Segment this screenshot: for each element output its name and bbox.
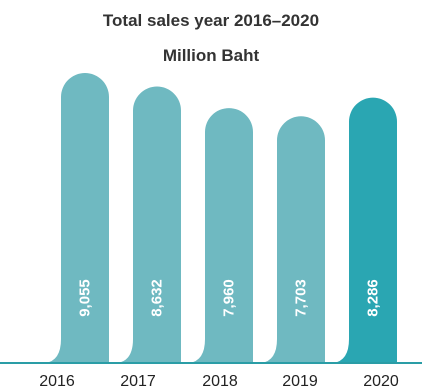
chart-title: Total sales year 2016–2020 (103, 11, 319, 30)
x-tick-2019: 2019 (282, 373, 318, 390)
bar-2017 (117, 86, 181, 363)
bar-2020 (333, 97, 397, 363)
x-axis-ticks: 2016 2017 2018 2019 2020 (39, 373, 399, 390)
bar-group: 9,055 8,632 7,960 7,703 8,286 (45, 73, 397, 363)
value-label-2016: 9,055 (77, 279, 94, 317)
x-tick-2016: 2016 (39, 373, 75, 390)
x-tick-2017: 2017 (120, 373, 156, 390)
value-label-2018: 7,960 (221, 279, 238, 317)
value-label-2017: 8,632 (149, 279, 166, 317)
x-tick-2020: 2020 (363, 373, 399, 390)
chart-subtitle: Million Baht (163, 46, 260, 65)
bar-2018 (189, 108, 253, 363)
bar-2019 (261, 116, 325, 363)
value-label-2020: 8,286 (365, 279, 382, 317)
x-tick-2018: 2018 (202, 373, 238, 390)
value-label-2019: 7,703 (293, 279, 310, 317)
bar-2016 (45, 73, 109, 363)
